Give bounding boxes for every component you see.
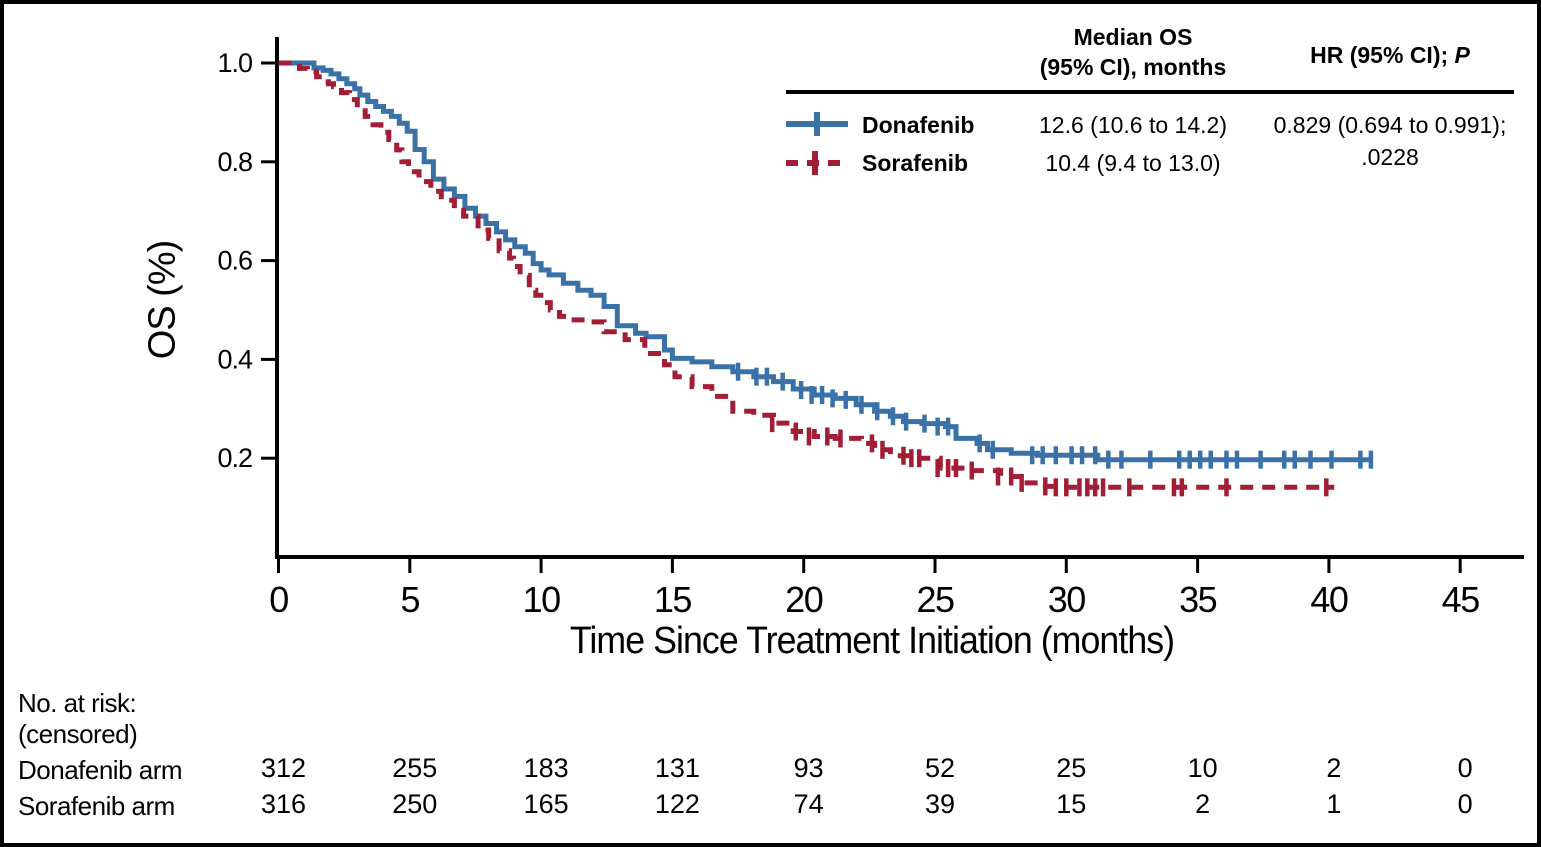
- risk-count: 255: [392, 753, 438, 783]
- risk-count: 183: [523, 753, 569, 783]
- risk-count: 250: [392, 789, 438, 819]
- y-tick-label: 1.0: [217, 48, 252, 78]
- x-tick-label: 40: [1310, 579, 1348, 620]
- legend-label-sorafenib: Sorafenib: [862, 150, 969, 176]
- risk-count: 165: [523, 789, 569, 819]
- risk-count: 25: [1056, 753, 1087, 783]
- x-tick-label: 10: [523, 579, 561, 620]
- risk-count: 2: [1195, 789, 1211, 819]
- x-tick-label: 25: [916, 579, 954, 620]
- risk-count: 122: [654, 789, 700, 819]
- risk-counts-sorafenib: 316 250 165 122 74 39 15 2 1 0: [0, 789, 1541, 819]
- legend-label-donafenib: Donafenib: [862, 112, 975, 138]
- risk-count: 0: [1457, 753, 1473, 783]
- legend-median-sorafenib: 10.4 (9.4 to 13.0): [1045, 150, 1221, 176]
- risk-count: 52: [924, 753, 956, 783]
- legend-median-os-header: Median OS (95% CI), months: [983, 22, 1283, 82]
- risk-table-title-line2: (censored): [18, 719, 138, 749]
- risk-count: 93: [793, 753, 824, 783]
- risk-count: 131: [654, 753, 700, 783]
- x-tick-label: 15: [654, 579, 692, 620]
- legend-hr-value-line2: .0228: [1361, 144, 1419, 170]
- risk-count: 312: [260, 753, 307, 783]
- x-tick-label: 45: [1442, 579, 1480, 620]
- legend-hr-header: HR (95% CI); P: [1262, 40, 1518, 70]
- risk-row-label-donafenib: Donafenib arm: [18, 755, 183, 785]
- risk-count: 74: [793, 789, 824, 819]
- y-tick-label: 0.4: [217, 344, 253, 374]
- x-tick-label: 20: [785, 579, 823, 620]
- donafenib-line-sample-icon: [786, 112, 848, 136]
- donafenib-curve: [278, 60, 1371, 463]
- y-tick-label: 0.2: [217, 443, 252, 473]
- legend-median-donafenib: 12.6 (10.6 to 14.2): [1039, 112, 1227, 138]
- legend-median-os-header-line2: (95% CI), months: [1039, 54, 1227, 80]
- x-tick-label: 0: [269, 579, 288, 620]
- legend-hr-header-prefix: HR (95% CI);: [1310, 42, 1455, 68]
- y-axis-title: OS (%): [141, 240, 184, 360]
- sorafenib-line-sample-icon: [786, 151, 848, 175]
- risk-table-title-line1: No. at risk:: [18, 688, 137, 718]
- x-tick-label: 30: [1048, 579, 1086, 620]
- x-tick-label: 35: [1179, 579, 1217, 620]
- risk-count: 1: [1326, 789, 1342, 819]
- risk-count: 15: [1056, 789, 1087, 819]
- risk-count: 316: [260, 789, 307, 819]
- legend-divider-line: [786, 90, 1514, 94]
- y-tick-label: 0.6: [217, 246, 252, 276]
- risk-count: 10: [1187, 753, 1218, 783]
- legend-hr-value-line1: 0.829 (0.694 to 0.991);: [1273, 112, 1507, 138]
- legend-hr-header-p: P: [1454, 42, 1470, 68]
- risk-count: 39: [924, 789, 956, 819]
- x-axis-title: Time Since Treatment Initiation (months): [569, 620, 1175, 662]
- sorafenib-curve: [278, 60, 1335, 490]
- x-tick-label: 5: [401, 579, 420, 620]
- risk-row-label-sorafenib: Sorafenib arm: [18, 791, 175, 821]
- legend-median-os-header-line1: Median OS: [1073, 24, 1193, 50]
- risk-count: 0: [1457, 789, 1473, 819]
- y-tick-label: 0.8: [217, 147, 252, 177]
- risk-counts-donafenib: 312 255 183 131 93 52 25 10 2 0: [0, 753, 1541, 783]
- risk-count: 2: [1326, 753, 1342, 783]
